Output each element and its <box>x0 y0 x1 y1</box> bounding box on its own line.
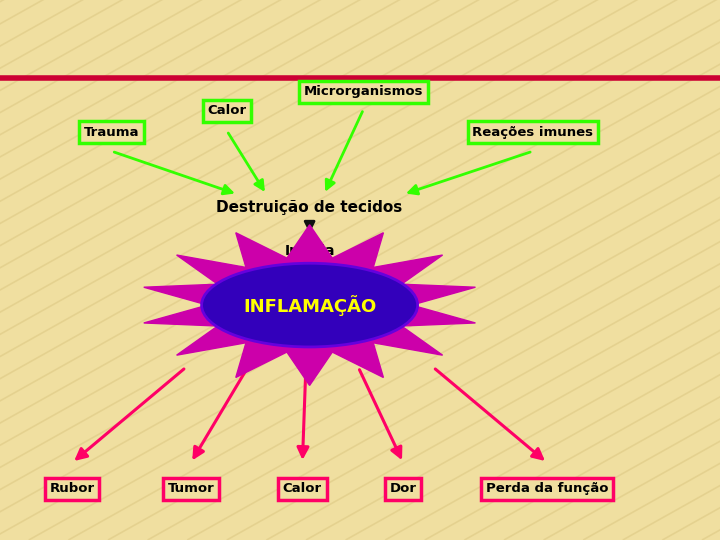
Text: INFLAMAÇÃO: INFLAMAÇÃO <box>243 295 377 315</box>
Polygon shape <box>144 225 475 386</box>
Ellipse shape <box>202 263 418 347</box>
Text: Reações imunes: Reações imunes <box>472 126 593 139</box>
Text: Injúria: Injúria <box>284 244 335 258</box>
Text: Microrganismos: Microrganismos <box>304 85 423 98</box>
Text: Destruição de tecidos: Destruição de tecidos <box>217 200 402 215</box>
Text: Calor: Calor <box>283 482 322 495</box>
Text: Perda da função: Perda da função <box>486 482 608 495</box>
Text: Rubor: Rubor <box>50 482 94 495</box>
Text: Dor: Dor <box>390 482 417 495</box>
Text: Calor: Calor <box>207 104 246 117</box>
Text: Tumor: Tumor <box>168 482 214 495</box>
Text: Trauma: Trauma <box>84 126 140 139</box>
